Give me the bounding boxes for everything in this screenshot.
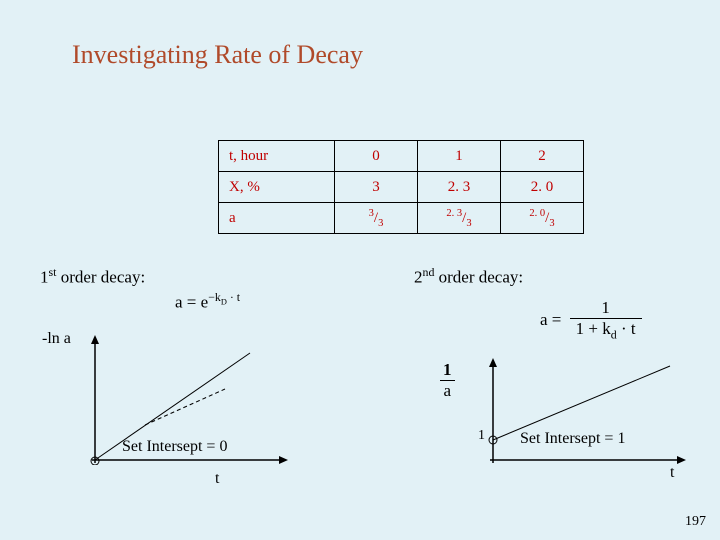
right-y-intercept-marker: 1 bbox=[478, 428, 485, 444]
table-row-label: t, hour bbox=[219, 141, 335, 172]
table-cell: 2. 0 bbox=[501, 172, 584, 203]
first-order-equation: a = e−kD · t bbox=[175, 290, 240, 313]
left-intersept-label: Set Intersept = 0 bbox=[122, 438, 227, 456]
table-cell: 3 bbox=[335, 172, 418, 203]
table-cell: 3/3 bbox=[335, 203, 418, 234]
table-cell: 2. 3/3 bbox=[418, 203, 501, 234]
left-x-axis-label: t bbox=[215, 470, 219, 488]
table-row-label: a bbox=[219, 203, 335, 234]
slide-title: Investigating Rate of Decay bbox=[72, 40, 363, 70]
page-number: 197 bbox=[685, 514, 706, 530]
decay-table: t, hour012 X, %32. 32. 0 a3/32. 3/32. 0/3 bbox=[218, 140, 584, 234]
table-cell: 2. 0/3 bbox=[501, 203, 584, 234]
right-y-axis-label: 1 a bbox=[440, 360, 455, 401]
table-cell: 0 bbox=[335, 141, 418, 172]
left-y-axis-label: -ln a bbox=[42, 330, 71, 348]
right-x-axis-label: t bbox=[670, 464, 674, 482]
table-cell: 2. 3 bbox=[418, 172, 501, 203]
second-order-label: 2nd order decay: bbox=[414, 265, 523, 288]
second-order-chart bbox=[470, 358, 690, 473]
first-order-label: 1st order decay: bbox=[40, 265, 145, 288]
second-order-equation: a = 1 1 + kd · t bbox=[540, 298, 642, 342]
table-row-label: X, % bbox=[219, 172, 335, 203]
right-intersept-label: Set Intersept = 1 bbox=[520, 430, 625, 448]
table-cell: 2 bbox=[501, 141, 584, 172]
table-cell: 1 bbox=[418, 141, 501, 172]
